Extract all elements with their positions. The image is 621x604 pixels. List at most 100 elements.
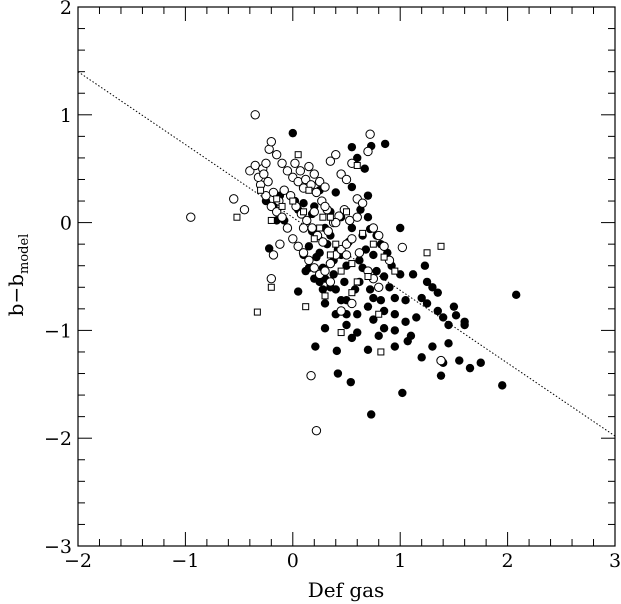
- x-axis-title: Def gas: [308, 578, 385, 602]
- data-point-open-square: [278, 202, 286, 210]
- data-point-filled-circle: [444, 339, 453, 348]
- data-point-open-circle: [271, 149, 282, 160]
- data-point-filled-circle: [346, 377, 355, 387]
- data-point-filled-circle: [332, 346, 342, 356]
- data-point-open-circle: [229, 194, 239, 204]
- data-point-filled-circle: [340, 277, 349, 287]
- data-point-open-circle: [266, 137, 277, 147]
- y-tick-label: −3: [44, 536, 72, 558]
- data-point-open-circle: [279, 185, 289, 195]
- data-point-filled-circle: [379, 324, 389, 333]
- data-point-filled-circle: [379, 272, 389, 281]
- data-point-open-circle: [374, 282, 384, 292]
- data-point-open-circle: [309, 169, 319, 179]
- data-point-filled-circle: [444, 320, 453, 330]
- data-point-filled-circle: [293, 287, 303, 296]
- data-point-filled-circle: [363, 213, 373, 222]
- data-point-filled-circle: [363, 191, 373, 200]
- data-point-open-circle: [268, 187, 279, 198]
- data-point-filled-circle: [408, 270, 418, 279]
- x-tick-label: 1: [394, 550, 406, 572]
- data-point-filled-circle: [476, 358, 485, 367]
- data-point-open-square: [310, 235, 318, 243]
- data-point-filled-circle: [390, 293, 400, 303]
- y-tick-label: 0: [60, 213, 72, 235]
- data-point-open-square: [348, 289, 356, 297]
- data-point-open-circle: [261, 158, 271, 169]
- data-point-filled-circle: [347, 142, 357, 152]
- data-point-open-square: [300, 208, 308, 216]
- data-point-open-square: [437, 242, 445, 250]
- data-point-open-square: [353, 161, 361, 169]
- data-point-open-square: [332, 240, 340, 248]
- data-point-filled-circle: [390, 342, 400, 351]
- data-point-open-circle: [331, 149, 341, 160]
- y-axis-title-subscript: model: [17, 234, 32, 274]
- data-point-open-circle: [311, 187, 322, 198]
- data-point-filled-circle: [433, 306, 442, 316]
- data-point-open-square: [253, 308, 261, 316]
- data-point-open-circle: [354, 248, 365, 258]
- data-point-filled-circle: [355, 256, 364, 265]
- data-point-open-circle: [341, 174, 352, 185]
- data-point-filled-circle: [455, 356, 464, 365]
- data-point-open-square: [316, 224, 324, 232]
- data-point-filled-circle: [498, 381, 507, 390]
- data-point-filled-circle: [412, 313, 421, 322]
- data-point-filled-circle: [311, 342, 320, 351]
- data-point-open-circle: [298, 248, 309, 258]
- data-point-open-circle: [320, 201, 330, 212]
- data-point-open-circle: [282, 223, 293, 233]
- data-point-filled-circle: [401, 317, 410, 326]
- data-point-open-square: [348, 260, 356, 268]
- data-point-open-square: [267, 283, 275, 291]
- data-point-filled-circle: [367, 410, 376, 419]
- data-point-open-circle: [306, 370, 316, 381]
- data-point-filled-circle: [365, 285, 375, 294]
- data-point-filled-circle: [390, 326, 400, 335]
- data-point-filled-circle: [417, 293, 426, 303]
- data-point-open-circle: [325, 156, 336, 166]
- y-tick-label: 2: [60, 0, 72, 19]
- data-points: [186, 110, 521, 436]
- data-point-filled-circle: [288, 128, 297, 138]
- data-point-filled-circle: [436, 371, 446, 380]
- data-point-filled-circle: [422, 277, 432, 287]
- data-point-open-square: [289, 197, 297, 205]
- data-point-filled-circle: [433, 288, 442, 297]
- data-point-open-circle: [307, 223, 317, 233]
- data-point-filled-circle: [406, 331, 416, 340]
- data-point-filled-circle: [304, 242, 314, 251]
- data-point-open-circle: [357, 198, 368, 208]
- data-point-filled-circle: [333, 369, 343, 378]
- data-point-open-circle: [320, 182, 330, 192]
- data-point-open-circle: [363, 146, 373, 157]
- data-point-filled-circle: [363, 345, 373, 355]
- data-point-open-square: [326, 251, 334, 259]
- x-tick-label: 3: [609, 550, 621, 572]
- data-point-filled-circle: [342, 320, 351, 330]
- data-point-filled-circle: [422, 299, 432, 308]
- data-point-open-circle: [341, 250, 352, 260]
- y-tick-label: 1: [60, 105, 72, 127]
- data-point-open-circle: [365, 129, 375, 139]
- data-point-filled-circle: [299, 198, 308, 208]
- data-point-filled-circle: [369, 293, 378, 303]
- data-point-filled-circle: [428, 342, 437, 351]
- data-point-filled-circle: [374, 331, 383, 340]
- data-point-open-circle: [311, 425, 322, 436]
- data-point-filled-circle: [385, 283, 394, 292]
- data-point-open-circle: [266, 273, 277, 284]
- data-point-open-circle: [268, 250, 279, 260]
- data-point-open-circle: [374, 230, 384, 241]
- data-point-open-circle: [288, 234, 298, 244]
- data-point-open-square: [257, 186, 265, 194]
- x-tick-label: 2: [502, 550, 514, 572]
- data-point-open-square: [391, 267, 399, 275]
- data-point-filled-circle: [460, 317, 469, 326]
- data-point-open-square: [343, 208, 350, 216]
- data-point-open-circle: [186, 212, 196, 222]
- data-point-filled-circle: [390, 310, 400, 319]
- data-point-filled-circle: [372, 266, 381, 276]
